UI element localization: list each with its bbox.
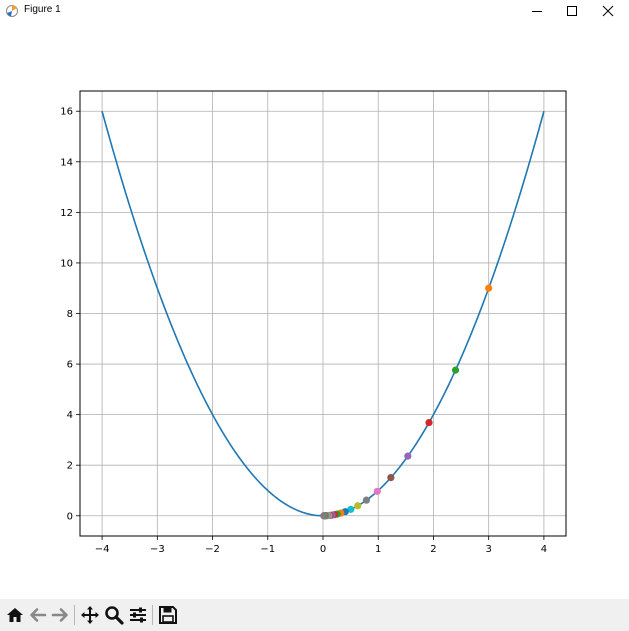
x-tick-label: 1	[375, 544, 381, 555]
y-tick-label: 12	[60, 208, 73, 219]
y-tick-label: 14	[60, 157, 73, 168]
data-point	[354, 502, 362, 510]
x-tick-label: 4	[541, 544, 547, 555]
forward-arrow-icon	[51, 608, 68, 622]
data-point	[425, 418, 433, 427]
navigation-toolbar	[0, 599, 629, 631]
back-button[interactable]	[27, 604, 49, 626]
window-titlebar: Figure 1	[0, 0, 629, 22]
forward-button[interactable]	[49, 604, 71, 626]
data-points	[320, 284, 493, 520]
data-point	[362, 496, 371, 504]
matplotlib-icon	[6, 5, 18, 17]
pan-button[interactable]	[79, 604, 101, 626]
close-icon	[602, 5, 614, 17]
zoom-icon	[105, 606, 124, 625]
configure-subplots-icon	[130, 607, 146, 623]
save-icon	[159, 606, 177, 624]
y-tick-label: 6	[67, 360, 73, 371]
y-tick-label: 8	[67, 309, 73, 320]
x-tick-label: 3	[485, 544, 491, 555]
grid	[80, 91, 566, 536]
save-button[interactable]	[157, 604, 179, 626]
pan-icon	[81, 606, 99, 624]
window-title: Figure 1	[24, 4, 61, 15]
x-tick-label: 0	[320, 544, 326, 555]
x-tick-label: −3	[150, 544, 165, 555]
x-tick-label: −4	[95, 544, 110, 555]
x-tick-label: −1	[260, 544, 275, 555]
toolbar-separator	[74, 605, 75, 625]
home-button[interactable]	[4, 604, 26, 626]
toolbar-separator	[152, 605, 153, 625]
maximize-button[interactable]	[554, 0, 590, 22]
y-tick-label: 2	[67, 461, 73, 472]
zoom-button[interactable]	[103, 604, 125, 626]
y-tick-label: 4	[67, 410, 73, 421]
minimize-button[interactable]	[519, 0, 555, 22]
data-point	[404, 452, 412, 460]
y-tick-label: 10	[60, 258, 73, 269]
data-point	[373, 487, 381, 495]
y-tick-label: 0	[67, 511, 73, 522]
minimize-icon	[532, 11, 542, 12]
close-button[interactable]	[590, 0, 626, 22]
x-tick-label: −2	[205, 544, 220, 555]
data-point	[451, 366, 460, 374]
data-point	[347, 505, 355, 513]
home-icon	[7, 608, 23, 622]
maximize-icon	[567, 6, 577, 16]
back-arrow-icon	[30, 608, 47, 622]
data-point	[485, 284, 493, 292]
y-tick-label: 16	[60, 107, 73, 118]
figure-canvas: −4 −3 −2 −1 0 1 2 3 4 0 2 4 6 8 10 12 14 16	[0, 22, 629, 599]
x-tick-label: 2	[430, 544, 436, 555]
data-point	[320, 512, 328, 520]
configure-subplots-button[interactable]	[127, 604, 149, 626]
data-point	[387, 473, 395, 482]
